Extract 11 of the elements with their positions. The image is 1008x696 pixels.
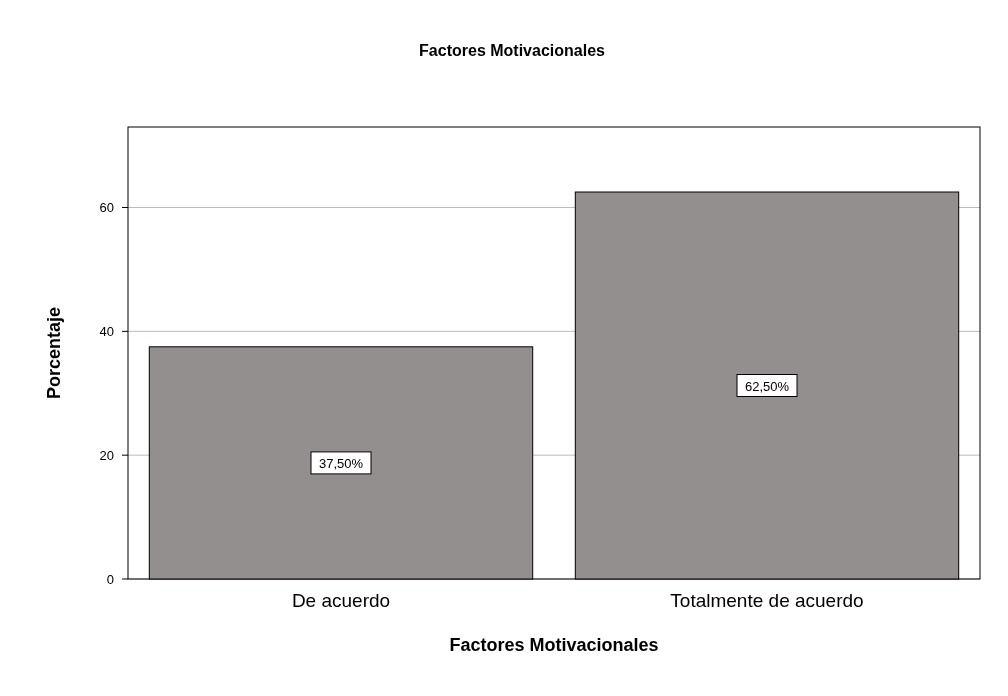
x-tick-label: De acuerdo bbox=[291, 590, 391, 611]
data-label: 37,50% bbox=[318, 455, 364, 471]
x-axis-title: Factores Motivacionales bbox=[449, 635, 659, 655]
x-tick-label: Totalmente de acuerdo bbox=[670, 590, 864, 611]
y-tick-label: 60 bbox=[99, 200, 114, 216]
y-tick-label: 0 bbox=[106, 572, 114, 587]
data-label: 62,50% bbox=[744, 378, 790, 394]
y-tick-label: 20 bbox=[99, 448, 114, 464]
y-axis-title: Porcentaje bbox=[44, 306, 64, 400]
chart-title: Factores Motivacionales bbox=[419, 42, 606, 59]
y-tick-label: 40 bbox=[99, 324, 114, 340]
